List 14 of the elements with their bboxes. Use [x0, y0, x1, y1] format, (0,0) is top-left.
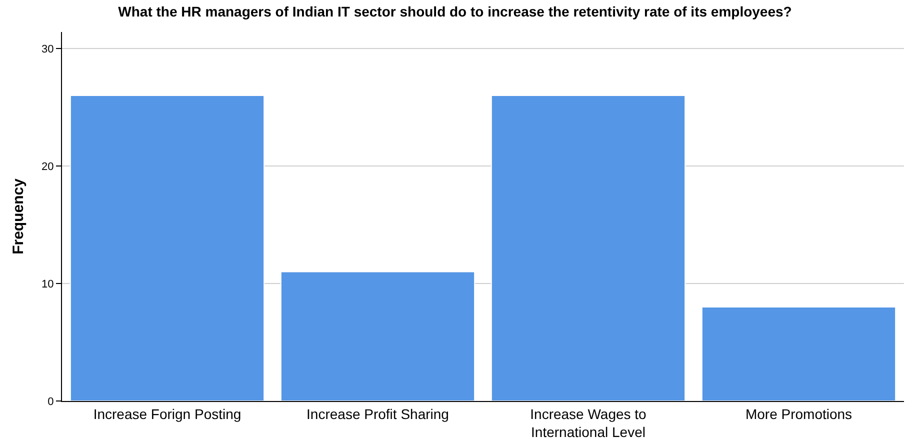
- x-tick-label: Increase Wages to International Level: [530, 406, 647, 440]
- bar: [490, 94, 686, 401]
- chart-title: What the HR managers of Indian IT sector should do to increase the retentivity rate of its employees?: [118, 3, 792, 20]
- bar: [70, 94, 265, 401]
- bar: [280, 271, 476, 401]
- y-tick-label: 10: [42, 278, 54, 290]
- y-tick-label: 30: [42, 43, 54, 56]
- y-tick-label: 20: [42, 160, 54, 173]
- x-tick-label: Increase Forign Posting: [93, 406, 242, 422]
- x-tick-label: Increase Profit Sharing: [306, 406, 449, 422]
- x-tick-label: More Promotions: [745, 406, 852, 422]
- bar: [701, 306, 896, 401]
- y-axis-title: Frequency: [10, 178, 27, 254]
- y-tick-label: 0: [48, 396, 54, 408]
